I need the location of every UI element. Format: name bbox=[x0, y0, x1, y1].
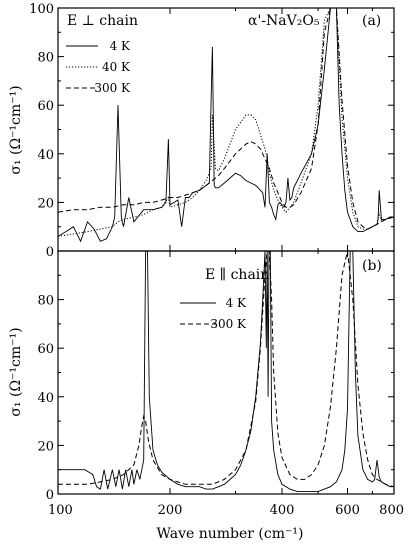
panel-a-tag: (a) bbox=[362, 13, 381, 29]
y-tick-label: 20 bbox=[37, 439, 54, 454]
series-line-4k bbox=[58, 250, 394, 493]
legend-label: 4 K bbox=[110, 39, 131, 53]
panel-b-ylabel: σ₁ (Ω⁻¹cm⁻¹) bbox=[8, 327, 24, 416]
x-tick-label: 600 bbox=[335, 503, 360, 518]
y-tick-label: 80 bbox=[37, 51, 54, 66]
panel-a-sample-label: α'-NaV₂O₅ bbox=[248, 13, 320, 29]
panel-b-tag: (b) bbox=[362, 258, 382, 274]
panel-a-condition-label: E ⊥ chain bbox=[67, 13, 138, 29]
y-tick-label: 0 bbox=[46, 245, 54, 260]
y-tick-label: 20 bbox=[37, 196, 54, 211]
legend-label: 300 K bbox=[210, 317, 247, 331]
panel-b-condition-label: E ∥ chain bbox=[205, 267, 269, 283]
x-tick-label: 400 bbox=[270, 503, 295, 518]
x-axis-label: Wave number (cm⁻¹) bbox=[157, 526, 304, 542]
axes-layer bbox=[57, 7, 395, 495]
x-tick-label: 200 bbox=[158, 503, 183, 518]
series-line-40k bbox=[57, 7, 395, 237]
y-tick-label: 100 bbox=[29, 2, 54, 17]
legend-label: 40 K bbox=[102, 60, 131, 74]
series-line-4k bbox=[57, 7, 394, 243]
x-tick-label: 800 bbox=[379, 503, 404, 518]
x-tick-label: 100 bbox=[48, 503, 73, 518]
series-layer bbox=[57, 7, 395, 493]
text-layer: E ⊥ chain α'-NaV₂O₅ (a) E ∥ chain (b) σ₁… bbox=[8, 2, 404, 542]
legend-label: 4 K bbox=[226, 296, 247, 310]
series-line-300k bbox=[57, 7, 395, 230]
y-tick-label: 40 bbox=[37, 148, 54, 163]
series-line-300k bbox=[58, 250, 395, 488]
panel-a-ylabel: σ₁ (Ω⁻¹cm⁻¹) bbox=[8, 85, 24, 174]
y-tick-label: 40 bbox=[37, 391, 54, 406]
y-tick-label: 0 bbox=[46, 488, 54, 503]
y-tick-label: 60 bbox=[37, 342, 54, 357]
y-tick-label: 60 bbox=[37, 99, 54, 114]
y-tick-label: 80 bbox=[37, 294, 54, 309]
legend-label: 300 K bbox=[94, 81, 131, 95]
